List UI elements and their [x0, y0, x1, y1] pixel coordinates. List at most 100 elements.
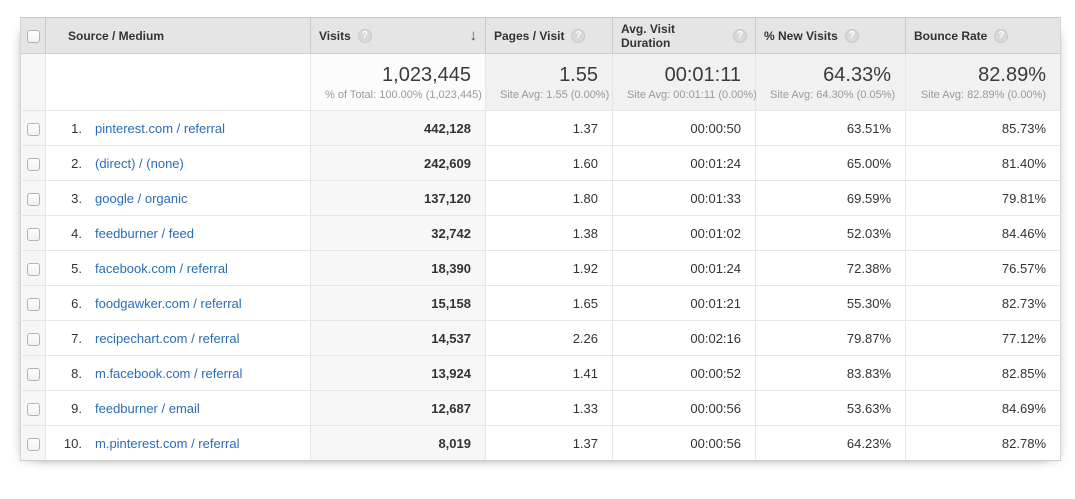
- row-checkbox[interactable]: [26, 367, 40, 381]
- bounce-rate-cell: 84.46%: [905, 215, 1061, 251]
- source-medium-cell: 8. m.facebook.com / referral: [45, 355, 311, 391]
- col-header-visits[interactable]: Visits ? ↓: [310, 17, 486, 54]
- row-rank: 4.: [71, 225, 82, 241]
- help-icon[interactable]: ?: [994, 28, 1009, 43]
- visits-cell: 12,687: [310, 390, 486, 426]
- table-body: 1,023,445 % of Total: 100.00% (1,023,445…: [20, 53, 1061, 461]
- avg-visit-duration-subtext: Site Avg: 00:01:11 (0.00%): [627, 88, 757, 101]
- avg-visit-duration-cell: 00:02:16: [612, 320, 756, 356]
- help-icon[interactable]: ?: [357, 28, 372, 43]
- row-checkbox-cell: [20, 180, 46, 216]
- new-visits-cell: 64.23%: [755, 425, 906, 461]
- row-checkbox-cell: [20, 320, 46, 356]
- col-header-avg-visit-duration[interactable]: Avg. Visit Duration ?: [612, 17, 756, 54]
- col-header-bounce-rate[interactable]: Bounce Rate ?: [905, 17, 1061, 54]
- avg-visit-duration-cell: 00:00:56: [612, 425, 756, 461]
- row-checkbox[interactable]: [26, 297, 40, 311]
- bounce-rate-cell: 82.85%: [905, 355, 1061, 391]
- summary-visits-cell: 1,023,445 % of Total: 100.00% (1,023,445…: [310, 53, 486, 111]
- source-medium-cell: 6. foodgawker.com / referral: [45, 285, 311, 321]
- summary-new-visits-cell: 64.33% Site Avg: 64.30% (0.05%): [755, 53, 906, 111]
- bounce-rate-cell: 77.12%: [905, 320, 1061, 356]
- avg-visit-duration-cell: 00:00:50: [612, 110, 756, 146]
- select-all-checkbox[interactable]: [26, 29, 40, 43]
- row-checkbox[interactable]: [26, 192, 40, 206]
- table-row: 8. m.facebook.com / referral 13,924 1.41 …: [20, 355, 1061, 391]
- pages-visit-cell: 1.38: [485, 215, 613, 251]
- row-rank: 1.: [71, 120, 82, 136]
- col-header-new-visits[interactable]: % New Visits ?: [755, 17, 906, 54]
- row-checkbox-cell: [20, 285, 46, 321]
- avg-new-visits-subtext: Site Avg: 64.30% (0.05%): [770, 88, 896, 101]
- pages-visit-cell: 1.65: [485, 285, 613, 321]
- source-medium-link[interactable]: (direct) / (none): [95, 155, 184, 171]
- avg-visit-duration-cell: 00:01:24: [612, 250, 756, 286]
- avg-visit-duration-cell: 00:01:02: [612, 215, 756, 251]
- row-checkbox[interactable]: [26, 402, 40, 416]
- row-checkbox[interactable]: [26, 122, 40, 136]
- pages-visit-cell: 1.60: [485, 145, 613, 181]
- source-medium-link[interactable]: facebook.com / referral: [95, 260, 228, 276]
- source-medium-link[interactable]: recipechart.com / referral: [95, 330, 240, 346]
- row-checkbox[interactable]: [26, 157, 40, 171]
- source-medium-link[interactable]: feedburner / feed: [95, 225, 195, 241]
- row-checkbox[interactable]: [26, 437, 40, 451]
- avg-pages-visit-subtext: Site Avg: 1.55 (0.00%): [500, 88, 610, 101]
- col-label: Visits: [319, 28, 351, 43]
- avg-visit-duration-cell: 00:00:52: [612, 355, 756, 391]
- visits-cell: 14,537: [310, 320, 486, 356]
- pages-visit-cell: 1.80: [485, 180, 613, 216]
- row-checkbox-cell: [20, 425, 46, 461]
- table-row: 4. feedburner / feed 32,742 1.38 00:01:02…: [20, 215, 1061, 251]
- visits-cell: 8,019: [310, 425, 486, 461]
- source-medium-link[interactable]: google / organic: [95, 190, 188, 206]
- avg-bounce-rate-subtext: Site Avg: 82.89% (0.00%): [920, 88, 1046, 101]
- row-checkbox[interactable]: [26, 262, 40, 276]
- row-checkbox[interactable]: [26, 227, 40, 241]
- table-row: 10. m.pinterest.com / referral 8,019 1.37…: [20, 425, 1061, 461]
- col-label: Pages / Visit: [494, 28, 565, 43]
- source-medium-table: Source / Medium Visits ? ↓ Pages / Visit…: [20, 17, 1061, 461]
- pages-visit-cell: 1.37: [485, 110, 613, 146]
- bounce-rate-cell: 85.73%: [905, 110, 1061, 146]
- source-medium-cell: 2. (direct) / (none): [45, 145, 311, 181]
- sort-desc-icon: ↓: [469, 27, 478, 44]
- source-medium-link[interactable]: foodgawker.com / referral: [95, 295, 242, 311]
- col-label: Source / Medium: [68, 28, 165, 43]
- help-icon[interactable]: ?: [733, 28, 747, 43]
- pages-visit-cell: 2.26: [485, 320, 613, 356]
- source-medium-cell: 5. facebook.com / referral: [45, 250, 311, 286]
- visits-cell: 137,120: [310, 180, 486, 216]
- summary-checkbox-cell: [20, 53, 46, 111]
- summary-dimension-cell: [45, 53, 311, 111]
- row-checkbox-cell: [20, 145, 46, 181]
- visits-cell: 242,609: [310, 145, 486, 181]
- row-checkbox[interactable]: [26, 332, 40, 346]
- visits-cell: 18,390: [310, 250, 486, 286]
- source-medium-link[interactable]: m.pinterest.com / referral: [95, 435, 240, 451]
- source-medium-link[interactable]: m.facebook.com / referral: [95, 365, 243, 381]
- help-icon[interactable]: ?: [844, 28, 859, 43]
- analytics-table: Source / Medium Visits ? ↓ Pages / Visit…: [20, 17, 1061, 461]
- new-visits-cell: 53.63%: [755, 390, 906, 426]
- col-header-pages-visit[interactable]: Pages / Visit ?: [485, 17, 613, 54]
- visits-cell: 442,128: [310, 110, 486, 146]
- row-rank: 7.: [71, 330, 82, 346]
- source-medium-link[interactable]: feedburner / email: [95, 400, 200, 416]
- row-rank: 9.: [71, 400, 82, 416]
- pages-visit-cell: 1.37: [485, 425, 613, 461]
- row-rank: 5.: [71, 260, 82, 276]
- col-header-source-medium[interactable]: Source / Medium: [45, 17, 311, 54]
- avg-visit-duration-cell: 00:00:56: [612, 390, 756, 426]
- table-row: 6. foodgawker.com / referral 15,158 1.65 …: [20, 285, 1061, 321]
- source-medium-cell: 3. google / organic: [45, 180, 311, 216]
- col-label: Bounce Rate: [914, 28, 988, 43]
- bounce-rate-cell: 76.57%: [905, 250, 1061, 286]
- help-icon[interactable]: ?: [571, 28, 586, 43]
- source-medium-link[interactable]: pinterest.com / referral: [95, 120, 226, 136]
- summary-duration-cell: 00:01:11 Site Avg: 00:01:11 (0.00%): [612, 53, 757, 111]
- pages-visit-cell: 1.92: [485, 250, 613, 286]
- new-visits-cell: 72.38%: [755, 250, 906, 286]
- col-label: Avg. Visit Duration: [621, 21, 676, 50]
- bounce-rate-cell: 81.40%: [905, 145, 1061, 181]
